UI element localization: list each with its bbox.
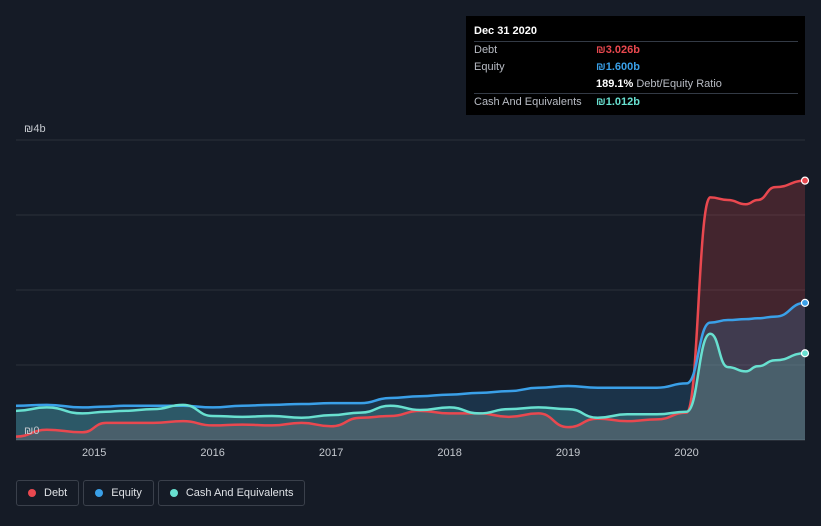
tooltip-value: ₪3.026b [596,44,640,56]
series-lines [15,179,806,438]
x-tick-label: 2015 [82,447,106,459]
legend-label: Cash And Equivalents [185,487,294,499]
legend-dot-icon [169,489,178,497]
tooltip-row-debt: Debt ₪3.026b [474,41,798,59]
tooltip-row-equity: Equity ₪1.600b [474,59,798,76]
series-area-0 [16,180,805,440]
series-end-point-2 [800,349,810,358]
series-end-point-1 [800,298,810,307]
tooltip-value: ₪1.012b [596,96,640,108]
tooltip-value: 189.1% [596,78,634,90]
tooltip-label: Equity [474,61,505,73]
grid-lines [16,139,805,441]
x-axis-ticks: 2015 2016 2017 2018 2019 2020 [82,447,699,459]
tooltip-label: Cash And Equivalents [474,96,582,108]
y-axis-ticks: ₪4b ₪0 [24,123,46,437]
tooltip-row-ratio: 189.1% Debt/Equity Ratio [474,76,798,93]
y-tick-label: ₪0 [24,425,39,437]
x-tick-label: 2017 [319,447,343,459]
legend-item-cash[interactable]: Cash And Equivalents [157,480,306,506]
tooltip-label [474,76,596,93]
data-tooltip: Dec 31 2020 Debt ₪3.026b Equity ₪1.600b … [466,16,805,115]
legend-item-debt[interactable]: Debt [16,480,80,506]
series-area-2 [16,333,805,440]
x-tick-label: 2020 [674,447,698,459]
x-tick-label: 2019 [556,447,580,459]
series-areas [16,180,805,440]
series-line-2 [15,332,806,419]
legend-dot-icon [28,489,36,497]
x-tick-label: 2016 [200,447,224,459]
x-tick-label: 2018 [437,447,461,459]
series-end-markers [800,176,810,358]
series-area-1 [16,302,805,440]
chart-legend: Debt Equity Cash And Equivalents [16,480,306,506]
series-line-1 [15,301,806,409]
tooltip-row-cash: Cash And Equivalents ₪1.012b [474,93,798,111]
legend-dot-icon [95,489,104,497]
series-line-0 [15,179,806,438]
tooltip-date: Dec 31 2020 [474,25,537,37]
legend-item-equity[interactable]: Equity [83,480,154,506]
series-end-point-0 [800,176,810,185]
tooltip-sublabel: Debt/Equity Ratio [636,78,722,90]
y-tick-label: ₪4b [24,123,46,135]
legend-label: Equity [111,487,142,499]
tooltip-value: ₪1.600b [596,61,640,73]
legend-label: Debt [44,487,68,499]
tooltip-label: Debt [474,44,498,56]
